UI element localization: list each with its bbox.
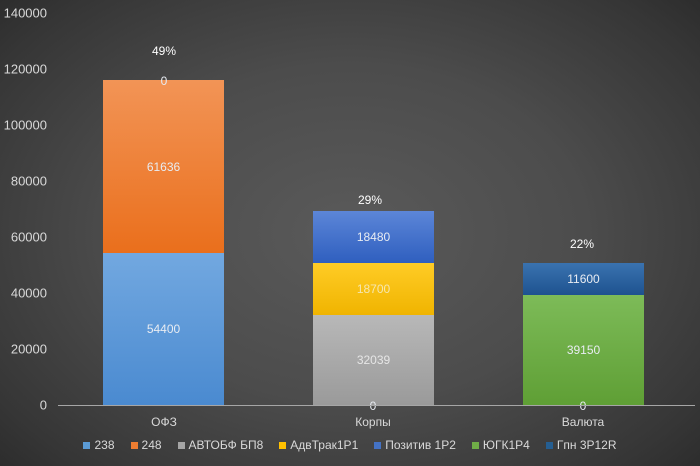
- percent-label: 22%: [569, 237, 595, 251]
- segment-value-label: 18480: [356, 230, 391, 244]
- bar-ofz: 54400 61636: [103, 80, 224, 405]
- legend-swatch-icon: [279, 441, 287, 449]
- x-category-label: Валюта: [561, 415, 605, 429]
- y-tick-label: 100000: [3, 117, 47, 133]
- segment-value-label: 32039: [356, 353, 391, 367]
- y-tick-label: 0: [39, 397, 47, 413]
- percent-label: 29%: [357, 193, 383, 207]
- legend-item: АВТОБФ БП8: [177, 438, 264, 452]
- segment-value-label: 54400: [146, 322, 181, 336]
- legend-item: 238: [83, 438, 115, 452]
- y-tick-label: 20000: [10, 341, 47, 357]
- zero-value-label: 0: [579, 399, 587, 413]
- legend-item: Гпн 3Р12R: [545, 438, 617, 452]
- segment-value-label: 39150: [566, 343, 601, 357]
- segment-value-label: 11600: [567, 272, 600, 286]
- segment-yugk1r4: 39150: [523, 295, 644, 405]
- legend-swatch-icon: [545, 441, 553, 449]
- legend-label: ЮГК1Р4: [482, 438, 530, 452]
- x-category-label: ОФЗ: [151, 415, 177, 429]
- segment-value-label: 61636: [146, 159, 181, 174]
- y-tick-label: 60000: [10, 229, 47, 245]
- legend: 238 248 АВТОБФ БП8 АдвТрак1Р1 Позитив 1Р…: [0, 438, 700, 452]
- segment-value-label: 18700: [356, 282, 391, 296]
- segment-gpn-3r12r: 11600: [523, 263, 644, 295]
- legend-label: АВТОБФ БП8: [188, 438, 264, 452]
- legend-item: Позитив 1Р2: [374, 438, 456, 452]
- percent-label: 49%: [151, 44, 177, 58]
- legend-label: АдвТрак1Р1: [290, 438, 359, 452]
- x-category-label: Корпы: [355, 415, 391, 429]
- x-axis-line: [58, 405, 695, 406]
- segment-avtobf-bp8: 32039: [313, 315, 434, 405]
- y-tick-label: 140000: [3, 5, 47, 21]
- legend-label: 238: [94, 438, 115, 452]
- zero-value-label: 0: [160, 74, 168, 88]
- bar-valyuta: 39150 11600: [523, 263, 644, 405]
- legend-swatch-icon: [374, 441, 382, 449]
- y-tick-label: 80000: [10, 173, 47, 189]
- bar-korpy: 32039 18700 18480: [313, 211, 434, 405]
- legend-item: АдвТрак1Р1: [279, 438, 358, 452]
- segment-248: 61636: [103, 80, 224, 253]
- legend-label: Позитив 1Р2: [385, 438, 456, 452]
- y-tick-label: 40000: [10, 285, 47, 301]
- legend-item: ЮГК1Р4: [471, 438, 530, 452]
- zero-value-label: 0: [369, 399, 377, 413]
- segment-238: 54400: [103, 253, 224, 405]
- legend-item: 248: [130, 438, 162, 452]
- y-tick-label: 120000: [3, 61, 47, 77]
- legend-swatch-icon: [83, 441, 91, 449]
- legend-swatch-icon: [471, 441, 479, 449]
- legend-label: 248: [141, 438, 162, 452]
- segment-pozitiv-1r2: 18480: [313, 211, 434, 263]
- legend-label: Гпн 3Р12R: [556, 438, 617, 452]
- segment-advtrak1r1: 18700: [313, 263, 434, 315]
- legend-swatch-icon: [130, 441, 138, 449]
- legend-swatch-icon: [177, 441, 185, 449]
